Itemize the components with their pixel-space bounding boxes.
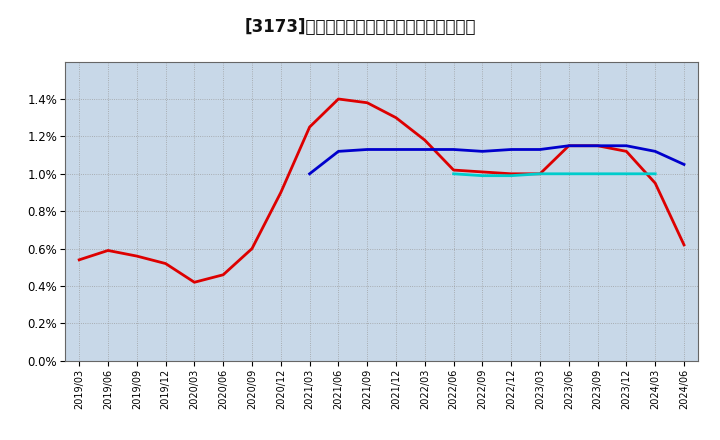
Text: [3173]　経常利益マージンの標準偏差の推移: [3173] 経常利益マージンの標準偏差の推移 bbox=[244, 18, 476, 36]
